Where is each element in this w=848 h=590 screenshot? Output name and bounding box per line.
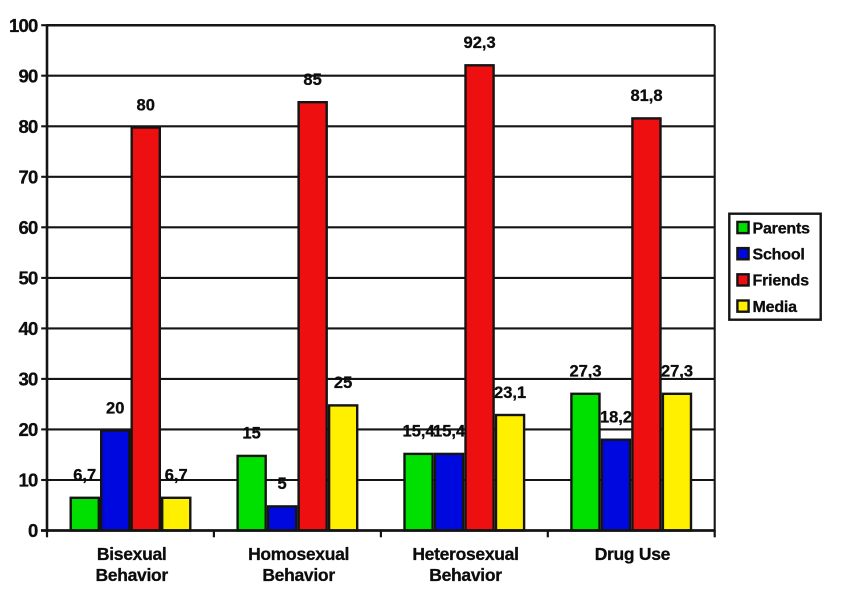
- svg-text:50: 50: [19, 268, 38, 289]
- svg-text:Friends: Friends: [753, 273, 810, 290]
- svg-text:80: 80: [137, 96, 155, 114]
- svg-text:27,3: 27,3: [661, 363, 693, 381]
- svg-text:23,1: 23,1: [494, 384, 526, 402]
- svg-text:Behavior: Behavior: [262, 565, 335, 585]
- svg-text:85: 85: [303, 71, 321, 89]
- svg-text:Drug Use: Drug Use: [595, 544, 671, 564]
- svg-text:10: 10: [19, 470, 38, 491]
- svg-text:Bisexual: Bisexual: [97, 544, 167, 564]
- svg-text:60: 60: [19, 217, 38, 238]
- svg-text:School: School: [753, 247, 805, 264]
- svg-text:Parents: Parents: [753, 220, 811, 237]
- svg-text:25: 25: [334, 374, 352, 392]
- svg-text:20: 20: [19, 419, 38, 440]
- svg-text:18,2: 18,2: [600, 409, 632, 427]
- svg-text:15,4: 15,4: [433, 423, 466, 441]
- svg-text:81,8: 81,8: [630, 87, 662, 105]
- svg-text:Homosexual: Homosexual: [248, 544, 349, 564]
- svg-text:6,7: 6,7: [73, 467, 96, 485]
- svg-text:70: 70: [19, 166, 38, 187]
- svg-text:Behavior: Behavior: [429, 565, 502, 585]
- svg-text:92,3: 92,3: [464, 34, 496, 52]
- svg-text:15: 15: [242, 425, 260, 443]
- svg-text:Media: Media: [753, 299, 798, 316]
- svg-text:Behavior: Behavior: [95, 565, 168, 585]
- svg-text:40: 40: [19, 318, 38, 339]
- svg-text:Heterosexual: Heterosexual: [412, 544, 518, 564]
- svg-text:0: 0: [28, 520, 38, 541]
- svg-text:80: 80: [19, 116, 38, 137]
- svg-text:27,3: 27,3: [569, 363, 601, 381]
- svg-text:20: 20: [106, 399, 124, 417]
- svg-text:15,4: 15,4: [403, 423, 436, 441]
- svg-text:5: 5: [278, 475, 287, 493]
- svg-text:90: 90: [19, 65, 38, 86]
- svg-text:6,7: 6,7: [165, 467, 188, 485]
- svg-text:100: 100: [9, 15, 38, 36]
- svg-text:30: 30: [19, 369, 38, 390]
